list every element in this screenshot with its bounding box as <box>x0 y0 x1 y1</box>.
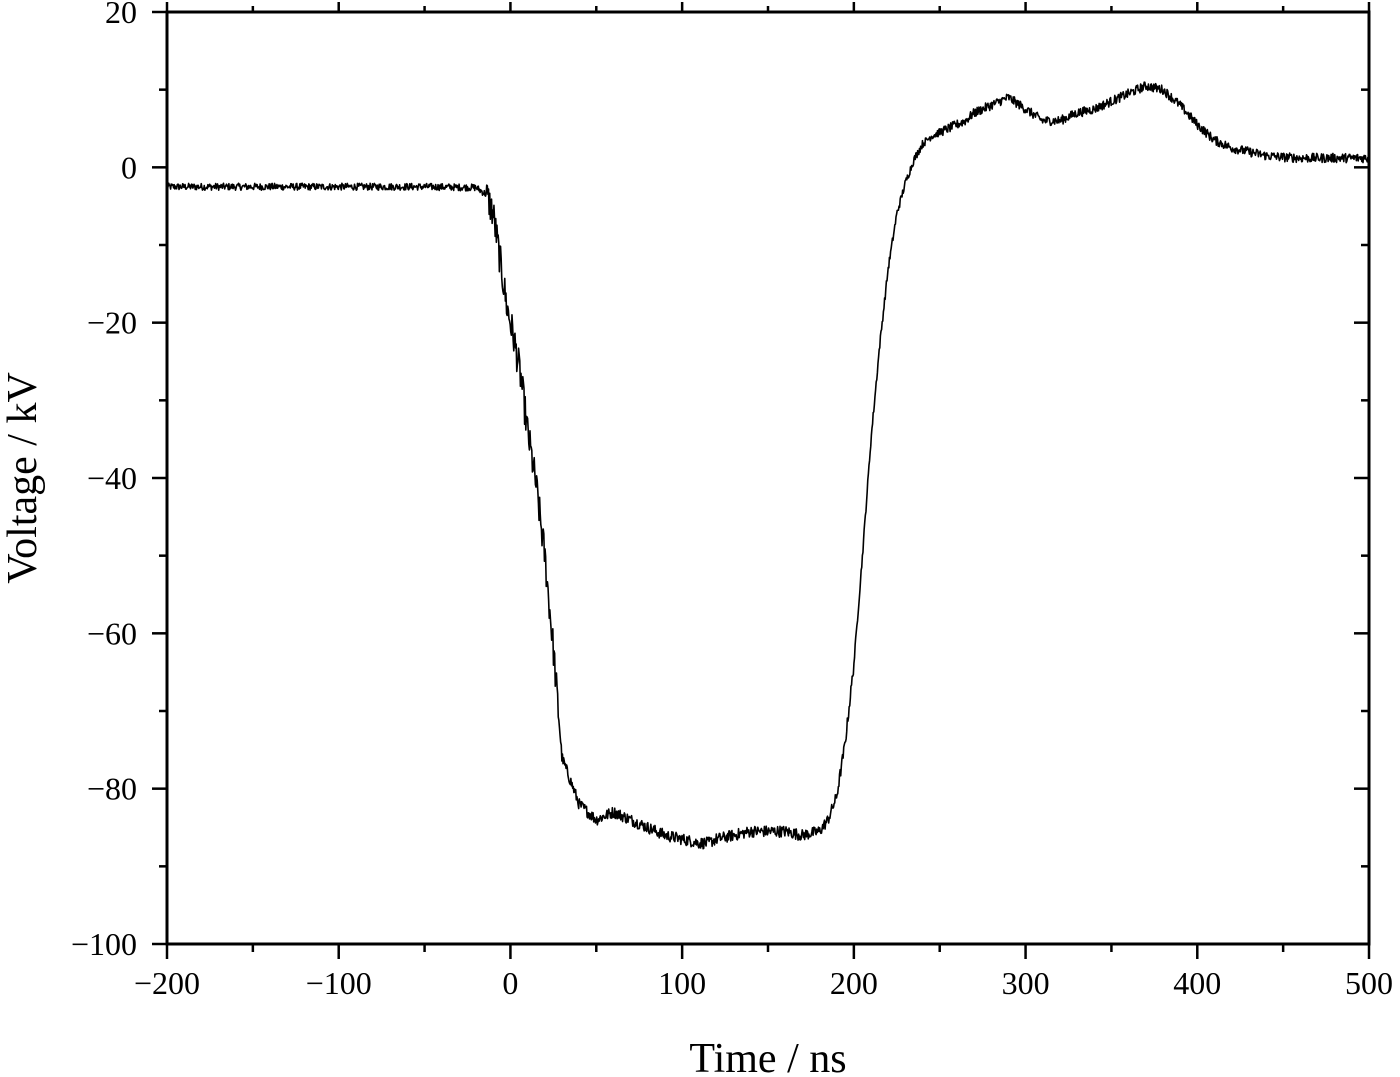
y-tick-label: 20 <box>105 0 137 30</box>
x-tick-label: 0 <box>502 965 518 1001</box>
y-tick-label: 0 <box>121 149 137 185</box>
y-axis-title: Voltage / kV <box>0 372 46 584</box>
x-tick-label: 100 <box>658 965 706 1001</box>
axis-ticks <box>152 2 1371 959</box>
x-tick-label: −100 <box>306 965 372 1001</box>
x-tick-label: 300 <box>1002 965 1050 1001</box>
x-tick-label: 500 <box>1345 965 1393 1001</box>
y-tick-label: −60 <box>87 615 137 651</box>
y-tick-label: −80 <box>87 771 137 807</box>
y-tick-label: −100 <box>71 926 137 962</box>
voltage-trace-line <box>166 81 1370 850</box>
x-axis-title: Time / ns <box>689 1036 846 1077</box>
x-tick-label: −200 <box>134 965 200 1001</box>
tick-labels: −200 −100 0 100 200 300 400 500−100−80−60−40−20… <box>71 0 1393 1001</box>
x-tick-label: 400 <box>1173 965 1221 1001</box>
y-tick-label: −40 <box>87 460 137 496</box>
y-tick-label: −20 <box>87 305 137 341</box>
x-tick-label: 200 <box>830 965 878 1001</box>
plot-frame <box>165 10 1371 946</box>
